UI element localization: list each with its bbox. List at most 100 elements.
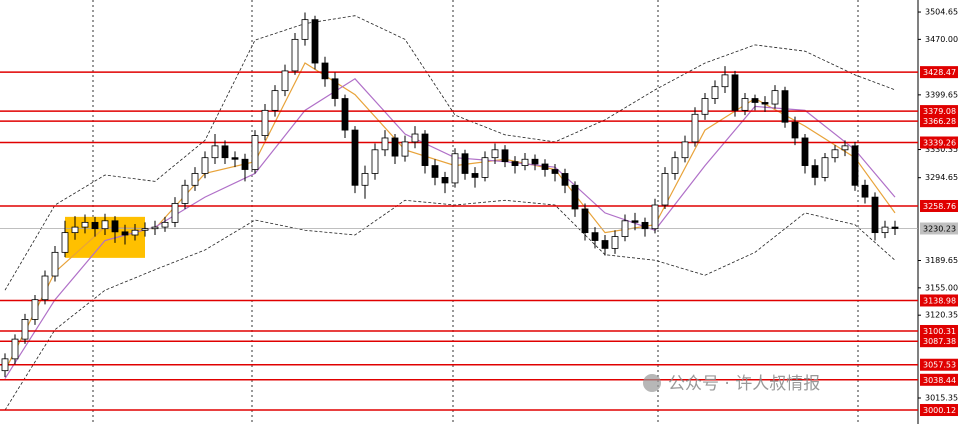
level-label-box (920, 136, 958, 149)
candle-body (751, 98, 759, 103)
candle-body (411, 133, 419, 143)
candle-body (281, 70, 289, 92)
candle-body (131, 229, 139, 236)
level-label: 3057.53 (923, 361, 956, 370)
candle-body (401, 141, 409, 157)
candle-body (701, 98, 709, 115)
candle-body (501, 149, 509, 163)
level-label-box (920, 199, 958, 212)
candle-body (791, 121, 799, 139)
current-price-box (920, 222, 958, 235)
candle-body (871, 196, 879, 234)
candle-body (681, 141, 689, 159)
candle-body (471, 173, 479, 178)
level-label: 3038.44 (923, 376, 956, 385)
candle-body (781, 90, 789, 123)
candle-body (341, 98, 349, 131)
candle-body (291, 38, 299, 72)
candle-body (831, 149, 839, 159)
candle-body (261, 109, 269, 137)
candle-body (661, 173, 669, 206)
candle-body (481, 157, 489, 178)
level-label: 3000.12 (923, 406, 956, 415)
candle-body (201, 157, 209, 174)
y-tick-label: 3399.65 (925, 90, 958, 99)
y-tick-label: 3189.65 (925, 256, 958, 265)
watermark: 公众号 · 许人叔情报 (668, 374, 820, 394)
candle-body (651, 204, 659, 230)
candle-body (451, 153, 459, 184)
candle-body (421, 133, 429, 166)
level-label-box (920, 324, 958, 337)
candle-body (361, 173, 369, 186)
candle-body (641, 221, 649, 230)
level-label: 3428.47 (923, 68, 956, 77)
candle-body (151, 226, 159, 230)
candle-body (81, 221, 89, 228)
watermark-icon (643, 374, 661, 392)
level-label-box (920, 115, 958, 128)
candle-body (111, 220, 119, 233)
candle-body (1, 358, 9, 372)
candle-body (631, 220, 639, 223)
candle-body (861, 184, 869, 198)
candle-body (741, 98, 749, 111)
candle-body (321, 62, 329, 80)
level-label: 3138.98 (923, 296, 956, 305)
candle-body (61, 232, 69, 253)
plot-area (0, 0, 918, 424)
candle-body (821, 157, 829, 178)
level-label-box (920, 66, 958, 79)
candle-body (561, 173, 569, 186)
candle-body (371, 149, 379, 174)
y-tick-label: 3470.00 (925, 35, 958, 44)
current-price-label: 3230.23 (923, 225, 956, 234)
candle-body (771, 90, 779, 105)
candle-body (141, 228, 149, 231)
y-tick-label: 3015.35 (925, 394, 958, 403)
candle-body (611, 236, 619, 249)
candle-body (731, 74, 739, 111)
candle-body (621, 220, 629, 237)
bollinger-band (4, 199, 896, 411)
candle-body (351, 129, 359, 186)
candle-body (71, 226, 79, 234)
candle-body (531, 158, 539, 165)
candle-body (511, 161, 519, 166)
bollinger-band (4, 15, 896, 291)
candle-body (301, 19, 309, 40)
candle-body (11, 338, 19, 360)
level-label-box (920, 335, 958, 348)
candle-body (601, 240, 609, 249)
candle-body (121, 231, 129, 236)
level-label: 3379.08 (923, 107, 956, 116)
y-tick-label: 3155.00 (925, 283, 958, 292)
candle-body (711, 86, 719, 99)
level-label-box (920, 294, 958, 307)
candle-body (691, 113, 699, 143)
candle-body (811, 165, 819, 178)
candle-body (521, 158, 529, 166)
candle-body (721, 74, 729, 88)
candle-body (431, 165, 439, 178)
candle-body (851, 145, 859, 186)
candle-body (101, 220, 109, 230)
candle-body (891, 226, 899, 229)
y-tick-label: 3120.35 (925, 311, 958, 320)
candle-body (241, 158, 249, 170)
level-label-box (920, 105, 958, 118)
level-label: 3258.76 (923, 202, 956, 211)
candle-body (311, 19, 319, 64)
candle-body (581, 208, 589, 234)
level-label-box (920, 373, 958, 386)
candle-body (761, 102, 769, 105)
level-label: 3339.26 (923, 138, 956, 147)
candle-body (171, 203, 179, 223)
level-label: 3087.38 (923, 337, 956, 346)
candle-body (181, 184, 189, 204)
candle-body (251, 135, 259, 170)
candle-body (841, 145, 849, 151)
candle-body (161, 221, 169, 228)
level-label: 3366.28 (923, 117, 956, 126)
candle-body (551, 169, 559, 174)
